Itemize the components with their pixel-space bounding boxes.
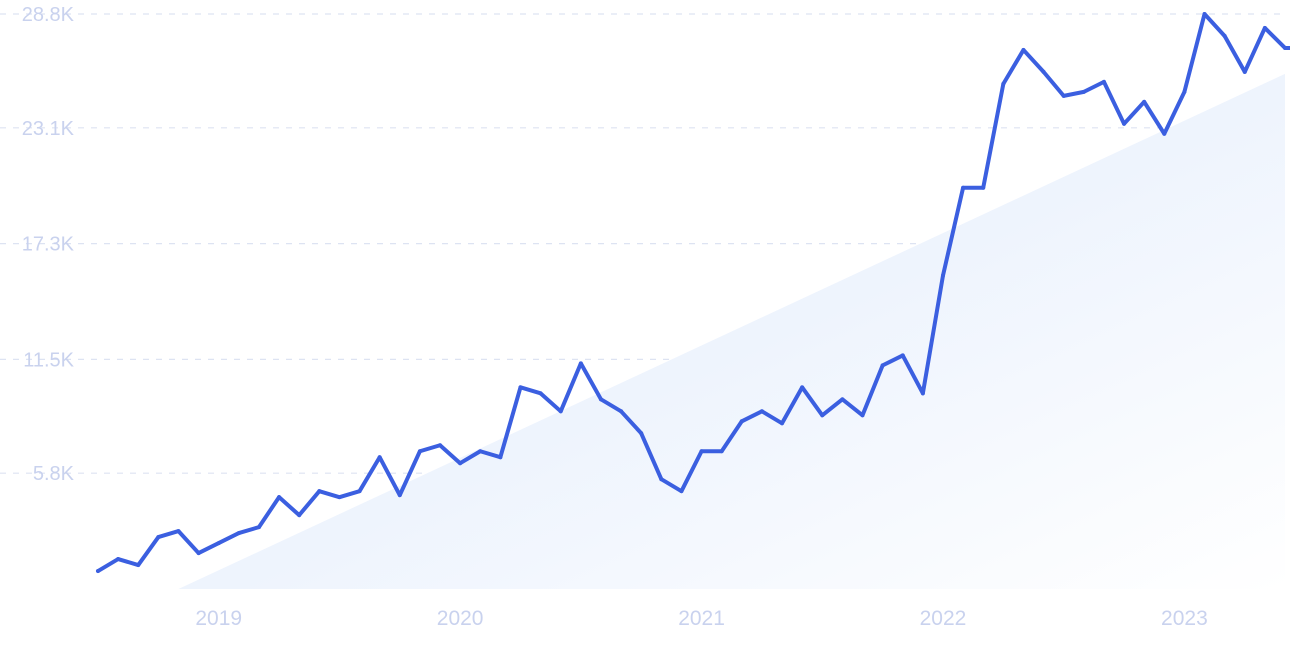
data-point [1283, 45, 1287, 50]
x-axis: 2019 2020 2021 2022 2023 [195, 607, 1207, 630]
data-point [397, 493, 402, 498]
y-tick-label: 28.8K [22, 4, 75, 26]
data-point [940, 273, 945, 278]
data-point [1182, 89, 1187, 94]
data-point [699, 449, 704, 454]
trend-area [178, 73, 1285, 590]
x-tick-label: 2022 [920, 607, 967, 630]
data-point [1242, 69, 1247, 74]
data-point [176, 529, 181, 534]
data-point [156, 535, 161, 540]
y-axis: 5.8K 11.5K 17.3K 23.1K 28.8K [22, 4, 75, 485]
data-point [458, 461, 463, 466]
data-point [96, 569, 100, 574]
data-point [920, 391, 925, 396]
data-point [297, 513, 302, 518]
data-point [1001, 81, 1006, 86]
x-tick-label: 2023 [1161, 607, 1208, 630]
data-point [840, 397, 845, 402]
data-point [800, 385, 805, 390]
data-point [780, 421, 785, 426]
data-point [1162, 131, 1167, 136]
data-point [659, 477, 664, 482]
data-point [277, 495, 282, 500]
line-layer [96, 12, 1290, 574]
y-tick-label: 5.8K [33, 463, 75, 485]
data-point [538, 391, 543, 396]
x-tick-label: 2020 [437, 607, 484, 630]
data-point [1101, 79, 1106, 84]
data-point [880, 363, 885, 368]
data-point [317, 489, 322, 494]
data-point [739, 419, 744, 424]
data-point [1222, 33, 1227, 38]
data-point [256, 525, 261, 530]
data-point [1202, 12, 1207, 16]
data-point [417, 449, 422, 454]
data-point [860, 413, 865, 418]
y-tick-label: 17.3K [22, 234, 75, 256]
data-point [558, 409, 563, 414]
data-point [478, 449, 483, 454]
data-point [981, 185, 986, 190]
data-point [1142, 99, 1147, 104]
data-point [357, 489, 362, 494]
y-tick-label: 23.1K [22, 118, 75, 140]
data-point [639, 431, 644, 436]
data-point [498, 455, 503, 460]
x-tick-label: 2021 [678, 607, 725, 630]
data-point [900, 353, 905, 358]
data-point [719, 449, 724, 454]
data-point [196, 551, 201, 556]
x-tick-label: 2019 [195, 607, 242, 630]
data-point [216, 541, 221, 546]
data-point [1081, 89, 1086, 94]
data-point [578, 361, 583, 366]
data-point [619, 409, 624, 414]
data-point [236, 531, 241, 536]
data-point [679, 489, 684, 494]
data-point [136, 563, 141, 568]
trend-layer [178, 73, 1285, 590]
data-point [1262, 25, 1267, 30]
data-point [1122, 121, 1127, 126]
data-point [116, 557, 121, 562]
data-point [438, 443, 443, 448]
data-point [337, 495, 342, 500]
data-point [598, 397, 603, 402]
data-point [1061, 93, 1066, 98]
data-point [377, 455, 382, 460]
data-point [820, 413, 825, 418]
data-point [1041, 69, 1046, 74]
data-point [961, 185, 966, 190]
data-point [1021, 47, 1026, 52]
data-point [759, 409, 764, 414]
y-tick-label: 11.5K [23, 349, 74, 371]
data-point [518, 385, 523, 390]
